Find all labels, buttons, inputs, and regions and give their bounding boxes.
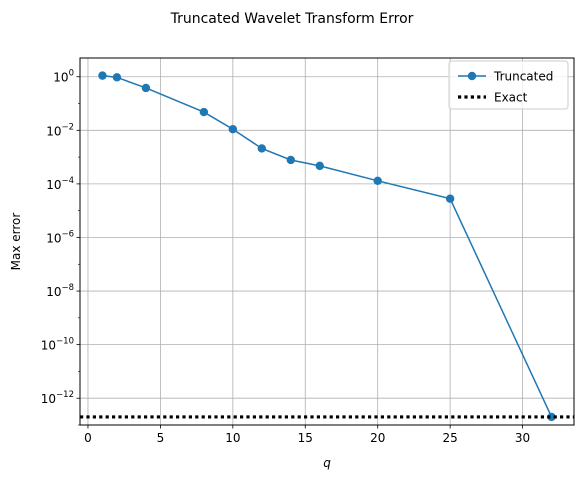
y-tick-exponent: −10 [56, 337, 74, 347]
plot-frame [79, 57, 575, 426]
y-tick-base: 10 [46, 124, 61, 138]
data-point [228, 124, 238, 134]
y-tick-label: 100 [53, 69, 74, 85]
x-tick-label: 25 [442, 431, 457, 445]
y-tick-base: 10 [46, 231, 61, 245]
data-point [315, 161, 324, 171]
y-tick-label: 10−4 [46, 176, 74, 192]
x-axis-label: q [323, 456, 331, 470]
x-tick-label: 0 [84, 431, 92, 445]
y-tick-exponent: 0 [69, 69, 74, 79]
x-tick-label: 30 [515, 431, 530, 445]
y-tick-exponent: −4 [61, 176, 74, 186]
x-tick-label: 15 [298, 431, 313, 445]
grid-lines [80, 58, 574, 425]
y-tick-exponent: −6 [61, 229, 74, 239]
axis-ticks: 0 5 10 15 20 25 3010010−210−410−610−810−1010−1… [41, 69, 530, 445]
y-tick-base: 10 [46, 178, 61, 192]
data-point [141, 83, 151, 93]
data-point [199, 107, 209, 117]
data-point [547, 412, 556, 422]
y-tick-label: 10−12 [41, 390, 74, 406]
data-point [257, 144, 267, 153]
legend-marker [467, 71, 477, 81]
legend: Truncated Exact [448, 60, 569, 110]
y-tick-label: 10−6 [46, 229, 74, 245]
y-axis-label: Max error [9, 213, 23, 271]
x-tick-label: 10 [225, 431, 240, 445]
y-tick-base: 10 [41, 339, 56, 353]
x-tick-label: 20 [370, 431, 385, 445]
y-tick-exponent: −12 [56, 390, 74, 400]
y-tick-label: 10−10 [41, 337, 74, 353]
data-point [112, 73, 122, 82]
legend-label: Truncated [493, 70, 553, 84]
data-point [373, 176, 382, 186]
data-point [98, 71, 107, 80]
y-tick-exponent: −2 [61, 122, 74, 132]
y-tick-base: 10 [46, 285, 61, 299]
series-line-truncated [102, 74, 553, 418]
y-tick-base: 10 [53, 71, 68, 85]
y-tick-label: 10−8 [46, 283, 74, 299]
y-tick-label: 10−2 [46, 122, 74, 138]
y-tick-exponent: −8 [61, 283, 74, 293]
data-point [286, 155, 295, 165]
series-layer [80, 71, 574, 422]
legend-label: Exact [494, 91, 528, 105]
chart-title: Truncated Wavelet Transform Error [170, 11, 414, 27]
y-tick-base: 10 [41, 392, 56, 406]
data-point [445, 194, 455, 203]
x-tick-label: 5 [157, 431, 165, 445]
